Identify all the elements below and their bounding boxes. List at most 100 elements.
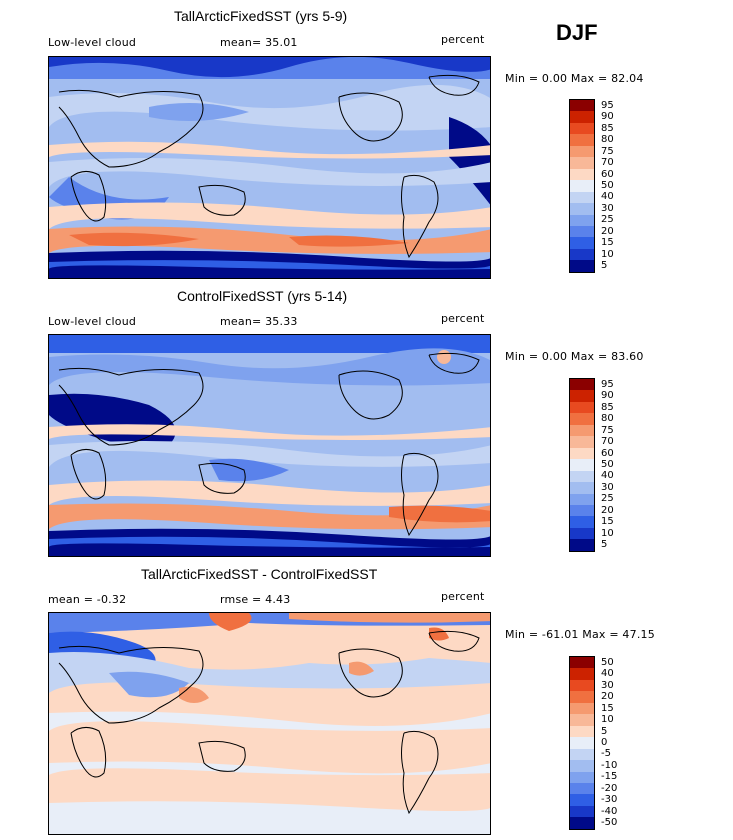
panel1-variable-label: Low-level cloud <box>48 36 137 49</box>
colorbar-segment <box>570 436 594 448</box>
panel3-colorbar <box>569 656 595 830</box>
colorbar-segment <box>570 760 594 772</box>
colorbar-segment <box>570 714 594 726</box>
colorbar-label: 60 <box>601 447 614 459</box>
colorbar-label: 30 <box>601 481 614 493</box>
panel1-map-canvas <box>49 57 490 278</box>
panel3-map-canvas <box>49 613 490 834</box>
colorbar-label: 25 <box>601 493 614 505</box>
colorbar-label: 85 <box>601 122 614 134</box>
colorbar-segment <box>570 679 594 692</box>
colorbar-segment <box>570 725 594 738</box>
panel1-title: TallArcticFixedSST (yrs 5-9) <box>174 8 348 24</box>
colorbar-label: -5 <box>601 748 611 760</box>
colorbar-segment <box>570 493 594 505</box>
colorbar-segment <box>570 180 594 192</box>
colorbar-segment <box>570 737 594 749</box>
colorbar-label: -20 <box>601 782 618 794</box>
colorbar-label: -40 <box>601 805 618 817</box>
colorbar-label: 10 <box>601 714 614 726</box>
season-label: DJF <box>556 20 598 45</box>
colorbar-label: 40 <box>601 668 614 680</box>
colorbar-segment <box>570 482 594 494</box>
colorbar-segment <box>570 657 594 669</box>
colorbar-segment <box>570 111 594 123</box>
colorbar-segment <box>570 447 594 460</box>
colorbar-segment <box>570 225 594 238</box>
colorbar-label: 60 <box>601 168 614 180</box>
colorbar-label: 5 <box>601 539 608 551</box>
panel1-mean-label: mean= 35.01 <box>220 36 298 49</box>
colorbar-segment <box>570 145 594 158</box>
colorbar-label: 75 <box>601 424 614 436</box>
colorbar-label: 95 <box>601 99 614 111</box>
panel3-title: TallArcticFixedSST - ControlFixedSST <box>141 566 378 582</box>
colorbar-label: 25 <box>601 214 614 226</box>
colorbar-label: 5 <box>601 725 608 737</box>
colorbar-label: 50 <box>601 459 614 470</box>
panel2-mean-label: mean= 35.33 <box>220 315 298 328</box>
colorbar-label: 95 <box>601 378 614 390</box>
panel2-map <box>48 334 491 557</box>
panel1-map <box>48 56 491 279</box>
panel2-title: ControlFixedSST (yrs 5-14) <box>177 288 348 304</box>
colorbar-segment <box>570 771 594 783</box>
colorbar-segment <box>570 470 594 483</box>
panel3-map <box>48 612 491 835</box>
colorbar-label: -50 <box>601 817 618 829</box>
colorbar-segment <box>570 122 594 135</box>
colorbar-segment <box>570 539 594 551</box>
colorbar-label: 50 <box>601 180 614 191</box>
colorbar-label: 70 <box>601 157 614 169</box>
colorbar-label: 30 <box>601 202 614 214</box>
colorbar-label: 5 <box>601 260 608 272</box>
panel3-rmse-label: rmse = 4.43 <box>220 593 291 606</box>
colorbar-segment <box>570 413 594 425</box>
colorbar-segment <box>570 157 594 169</box>
colorbar-segment <box>570 691 594 703</box>
colorbar-segment <box>570 214 594 226</box>
panel2-variable-label: Low-level cloud <box>48 315 137 328</box>
colorbar-label: 15 <box>601 237 614 249</box>
colorbar-label: 40 <box>601 191 614 203</box>
colorbar-segment <box>570 805 594 818</box>
colorbar-label: 40 <box>601 470 614 482</box>
colorbar-label: 90 <box>601 390 614 402</box>
colorbar-segment <box>570 794 594 806</box>
colorbar-label: 90 <box>601 111 614 123</box>
colorbar-label: 85 <box>601 401 614 413</box>
colorbar-label: 15 <box>601 702 614 714</box>
colorbar-label: 0 <box>601 737 608 748</box>
colorbar-segment <box>570 782 594 795</box>
panel2-colorbar <box>569 378 595 552</box>
colorbar-label: 50 <box>601 656 614 668</box>
colorbar-segment <box>570 260 594 272</box>
colorbar-segment <box>570 817 594 829</box>
colorbar-label: 70 <box>601 436 614 448</box>
panel2-units-label: percent <box>441 312 485 325</box>
colorbar-label: -10 <box>601 759 618 771</box>
panel1-colorbar <box>569 99 595 273</box>
colorbar-segment <box>570 134 594 146</box>
colorbar-segment <box>570 248 594 261</box>
colorbar-segment <box>570 379 594 391</box>
colorbar-segment <box>570 390 594 402</box>
colorbar-label: 75 <box>601 145 614 157</box>
colorbar-segment <box>570 702 594 715</box>
panel3-mean-label: mean = -0.32 <box>48 593 127 606</box>
colorbar-segment <box>570 668 594 680</box>
colorbar-label: 10 <box>601 248 614 260</box>
colorbar-segment <box>570 191 594 204</box>
colorbar-label: 20 <box>601 504 614 516</box>
colorbar-segment <box>570 748 594 761</box>
panel1-range-text: Min = 0.00 Max = 82.04 <box>505 72 644 85</box>
colorbar-segment <box>570 401 594 414</box>
colorbar-segment <box>570 504 594 517</box>
colorbar-segment <box>570 527 594 540</box>
panel2-map-canvas <box>49 335 490 556</box>
colorbar-segment <box>570 203 594 215</box>
colorbar-label: 10 <box>601 527 614 539</box>
colorbar-segment <box>570 516 594 528</box>
colorbar-segment <box>570 459 594 471</box>
colorbar-label: -30 <box>601 794 618 806</box>
